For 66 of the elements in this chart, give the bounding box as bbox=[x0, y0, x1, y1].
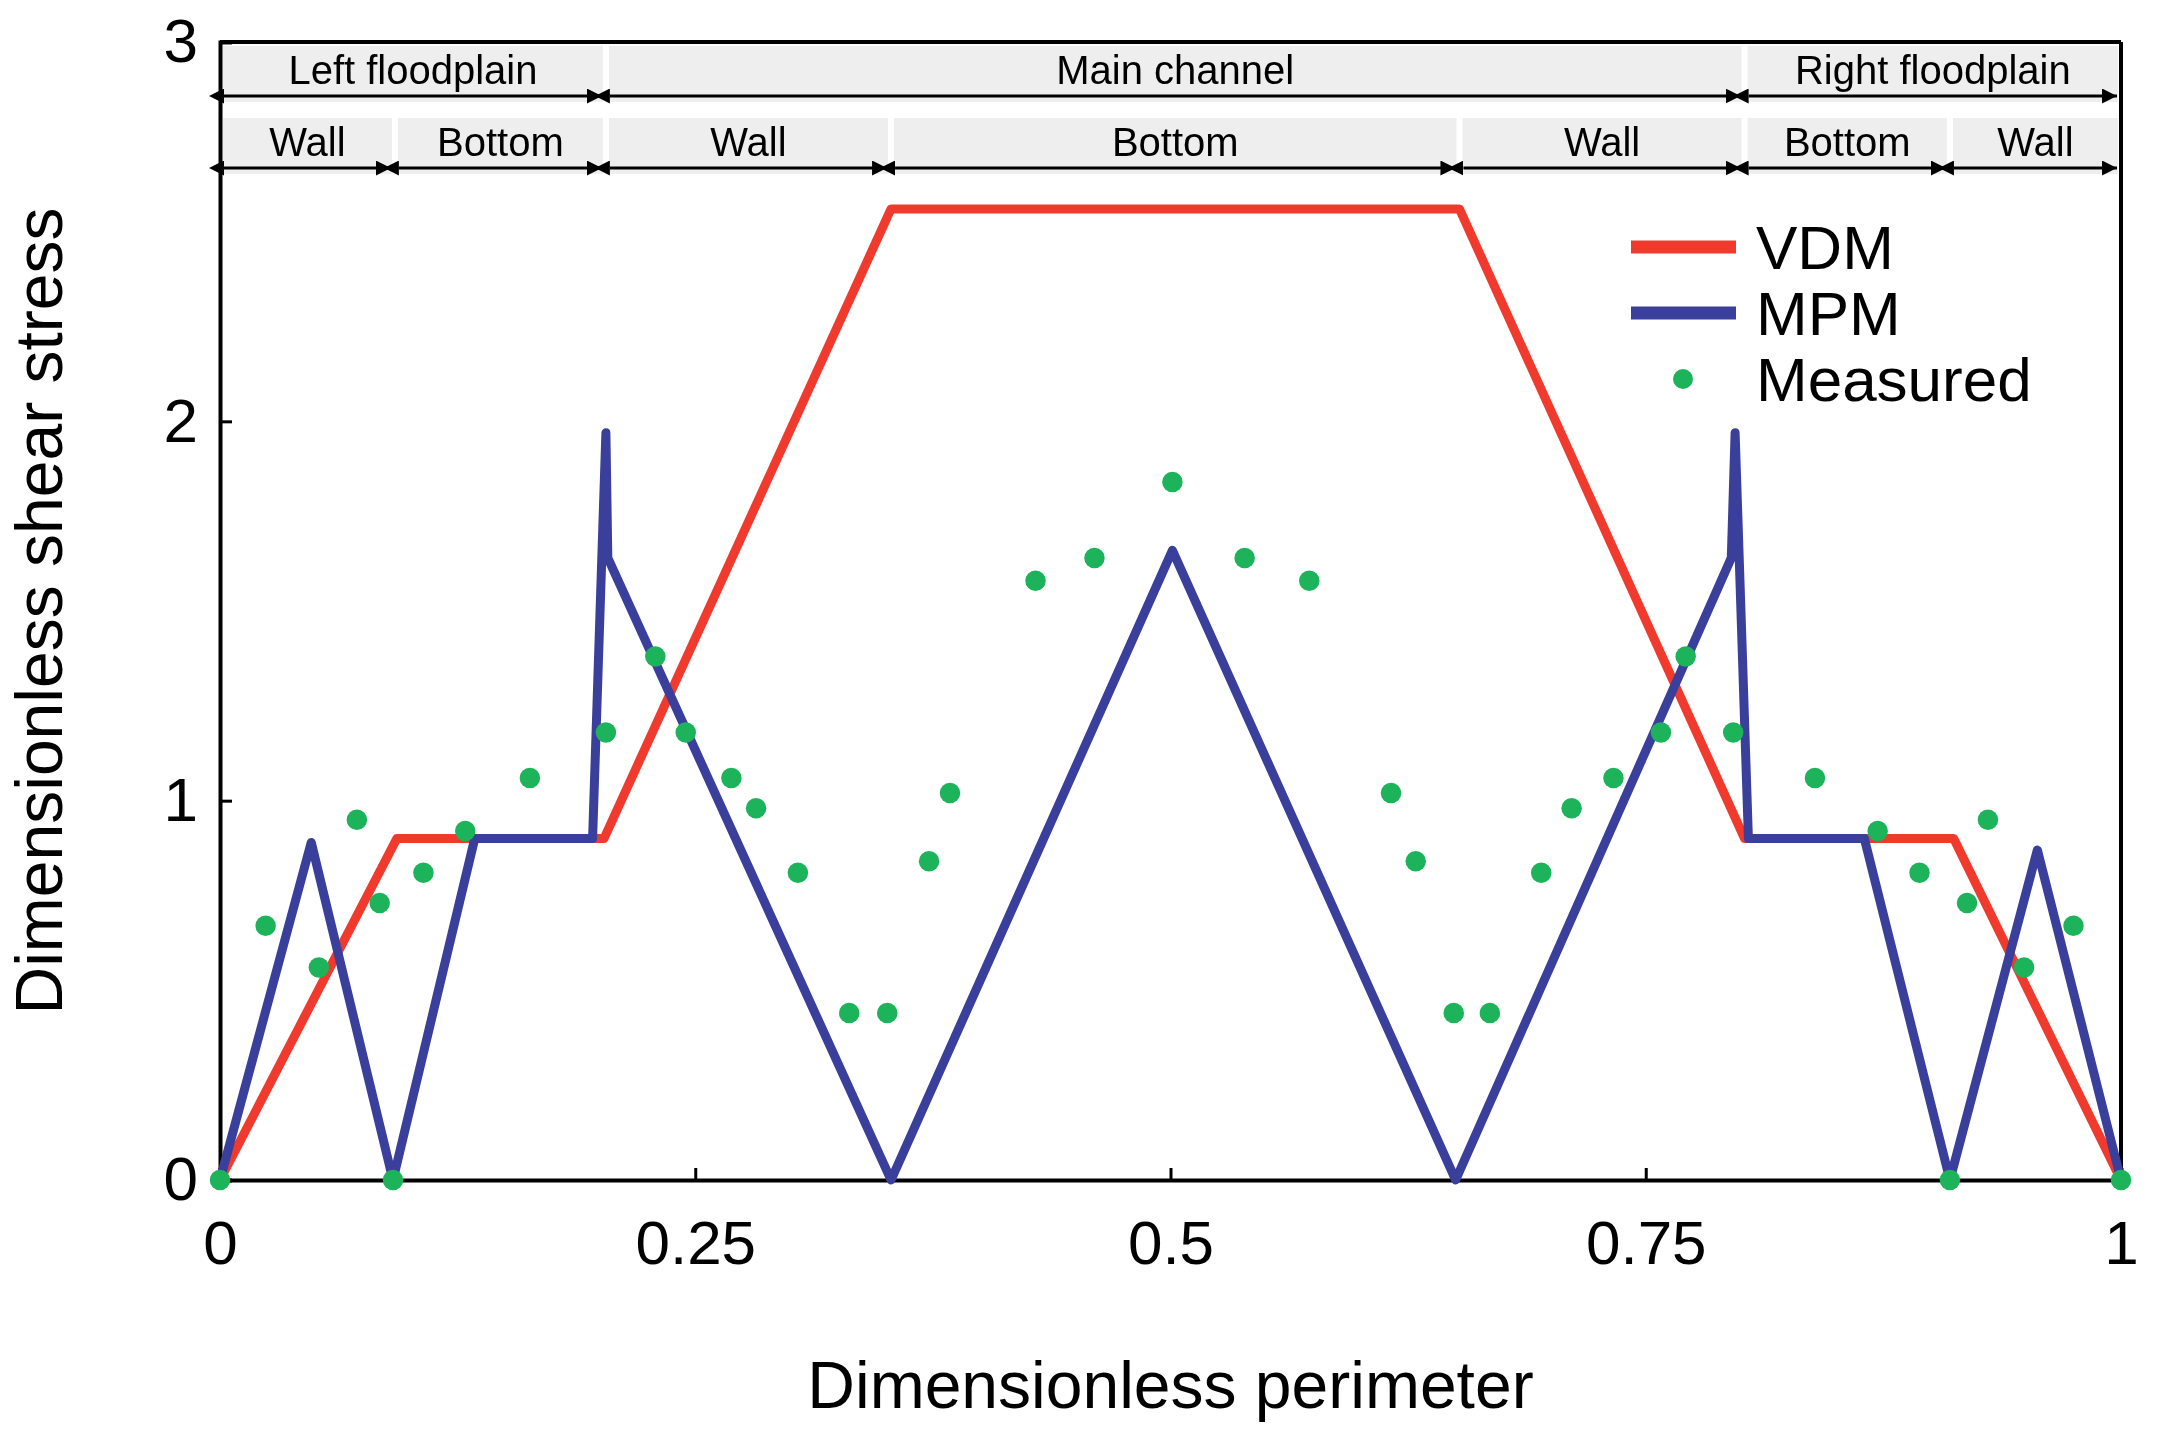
point bbox=[745, 798, 767, 819]
point bbox=[939, 782, 961, 804]
band-label: Bottom bbox=[1111, 120, 1239, 164]
point bbox=[1025, 570, 1046, 591]
point bbox=[1977, 809, 1999, 830]
point bbox=[1867, 820, 1888, 842]
x-axis-title: Dimensionless perimeter bbox=[807, 1348, 1534, 1422]
point bbox=[1722, 722, 1744, 743]
band-label: Bottom bbox=[1783, 120, 1911, 164]
point bbox=[1650, 722, 1672, 743]
point bbox=[519, 767, 541, 789]
point bbox=[382, 1169, 404, 1191]
point bbox=[1234, 547, 1255, 569]
band-label: Wall bbox=[1563, 120, 1641, 164]
point bbox=[918, 851, 940, 872]
point bbox=[645, 646, 666, 667]
point bbox=[877, 1002, 898, 1024]
point bbox=[721, 767, 742, 789]
legend-label: MPM bbox=[1756, 279, 1901, 348]
point bbox=[1603, 767, 1624, 789]
band-label: Right floodplain bbox=[1794, 48, 2071, 92]
point bbox=[1561, 798, 1582, 819]
point bbox=[1909, 862, 1930, 883]
point bbox=[2013, 957, 2035, 978]
point bbox=[1299, 570, 1320, 591]
point bbox=[2110, 1169, 2132, 1191]
point bbox=[454, 820, 476, 842]
y-tick-label: 0 bbox=[163, 1144, 198, 1214]
point bbox=[1380, 782, 1402, 804]
x-tick-label: 0.25 bbox=[635, 1208, 757, 1278]
legend-label: VDM bbox=[1756, 213, 1894, 282]
point bbox=[1956, 892, 1978, 914]
point bbox=[838, 1002, 860, 1024]
band-label: Wall bbox=[269, 120, 346, 164]
band-label: Bottom bbox=[437, 120, 564, 164]
point bbox=[1479, 1002, 1501, 1024]
point bbox=[1084, 547, 1105, 569]
band-label: Wall bbox=[1997, 120, 2074, 164]
point bbox=[1405, 851, 1426, 872]
legend-label: Measured bbox=[1756, 345, 2032, 414]
point bbox=[308, 957, 330, 978]
point bbox=[346, 809, 368, 830]
y-tick-label: 1 bbox=[163, 765, 198, 835]
point bbox=[255, 915, 276, 937]
y-tick-label: 3 bbox=[163, 6, 198, 76]
point bbox=[413, 862, 434, 883]
point bbox=[1443, 1002, 1464, 1024]
x-tick-label: 0.5 bbox=[1127, 1208, 1215, 1278]
y-tick-label: 2 bbox=[163, 385, 198, 455]
point bbox=[787, 862, 809, 883]
y-axis-title: Dimensionless shear stress bbox=[2, 207, 76, 1015]
x-tick-label: 1 bbox=[2104, 1208, 2139, 1278]
point bbox=[2063, 915, 2084, 937]
point bbox=[675, 722, 696, 743]
band-label: Wall bbox=[710, 120, 787, 164]
point bbox=[1162, 471, 1183, 493]
x-tick-label: 0.75 bbox=[1585, 1208, 1707, 1278]
point bbox=[1675, 646, 1696, 667]
point bbox=[595, 722, 617, 743]
band-label: Main channel bbox=[1056, 48, 1295, 92]
band-label: Left floodplain bbox=[288, 48, 538, 92]
point bbox=[209, 1169, 231, 1191]
point bbox=[1530, 862, 1552, 883]
point bbox=[369, 892, 390, 914]
point bbox=[1939, 1169, 1961, 1191]
point bbox=[1804, 767, 1826, 789]
